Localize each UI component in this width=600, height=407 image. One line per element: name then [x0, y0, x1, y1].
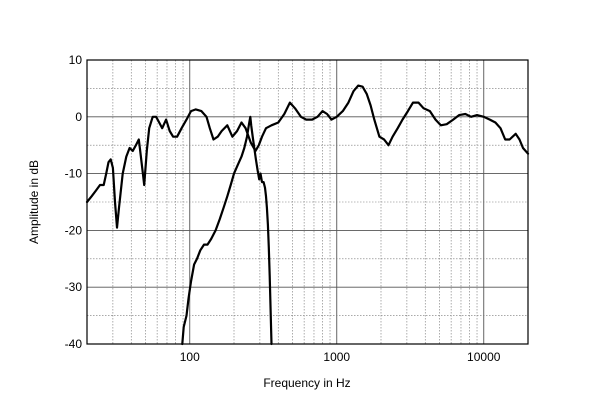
- x-tick-label: 100: [180, 350, 200, 364]
- x-tick-label: 1000: [323, 350, 350, 364]
- grid: [87, 60, 528, 344]
- y-tick-label: -10: [65, 167, 83, 181]
- y-tick-label: -40: [65, 337, 83, 351]
- y-axis-title: Amplitude in dB: [27, 160, 41, 244]
- x-axis-title: Frequency in Hz: [263, 376, 350, 390]
- plot-frame: [86, 59, 529, 345]
- series-line-2: [181, 115, 273, 346]
- series-line-1: [85, 84, 530, 229]
- series-group: [85, 84, 530, 346]
- y-tick-label: -20: [65, 223, 83, 237]
- y-tick-labels: 10 0 -10 -20 -30 -40: [65, 53, 83, 351]
- x-tick-label: 10000: [467, 350, 501, 364]
- y-tick-label: 0: [75, 110, 82, 124]
- y-tick-label: -30: [65, 280, 83, 294]
- x-tick-labels: 100 1000 10000: [180, 350, 501, 364]
- y-tick-label: 10: [69, 53, 83, 67]
